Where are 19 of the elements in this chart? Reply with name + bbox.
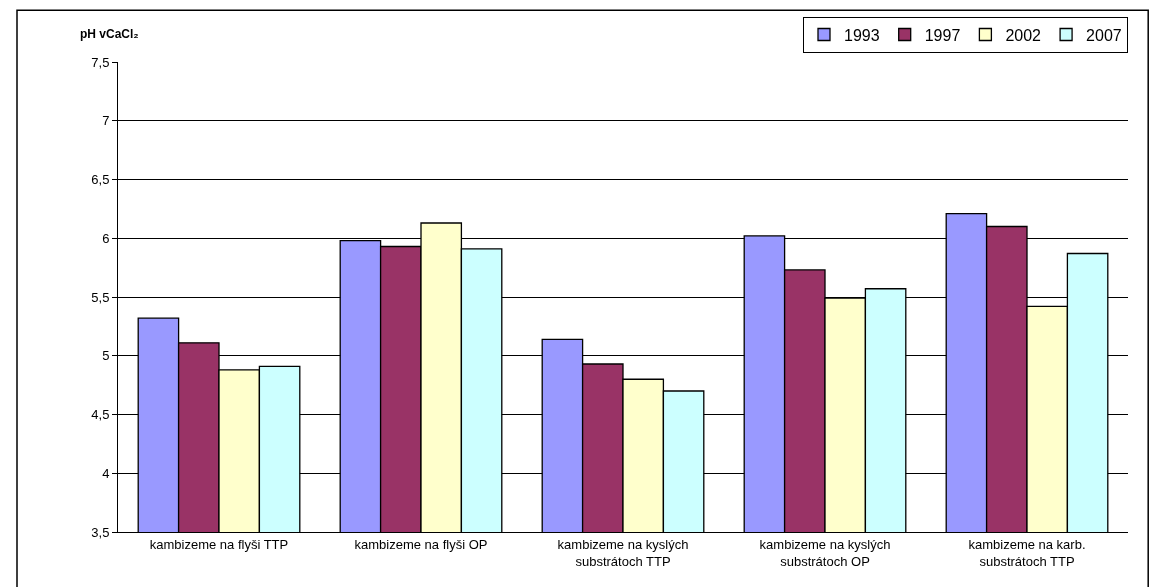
x-tick-label: kambizeme na kyslých substrátoch OP — [759, 536, 891, 569]
y-tick-label: 5 — [102, 348, 110, 364]
y-tick-label: 5,5 — [91, 289, 110, 305]
legend-label: 1993 — [844, 26, 880, 44]
y-tick-label: 6 — [102, 230, 110, 246]
legend-label: 2002 — [1005, 26, 1042, 44]
y-tick-label: 7 — [102, 113, 110, 129]
x-tick-label: kambizeme na karb. substrátoch TTP — [968, 536, 1086, 569]
y-tick-label: 4 — [102, 465, 110, 481]
y-axis-title: pH vCaCl₂ — [80, 27, 139, 41]
legend-label: 2007 — [1086, 26, 1122, 44]
y-tick-label: 4,5 — [91, 407, 110, 423]
x-tick-label: kambizeme na flyši OP — [354, 536, 488, 552]
x-tick-label: kambizeme na kyslých substrátoch TTP — [557, 536, 689, 569]
y-tick-label: 7,5 — [91, 54, 110, 70]
legend-label: 1997 — [924, 26, 961, 44]
y-tick-label: 3,5 — [91, 524, 110, 540]
y-tick-label: 6,5 — [91, 172, 110, 188]
x-tick-label: kambizeme na flyši TTP — [149, 536, 289, 552]
